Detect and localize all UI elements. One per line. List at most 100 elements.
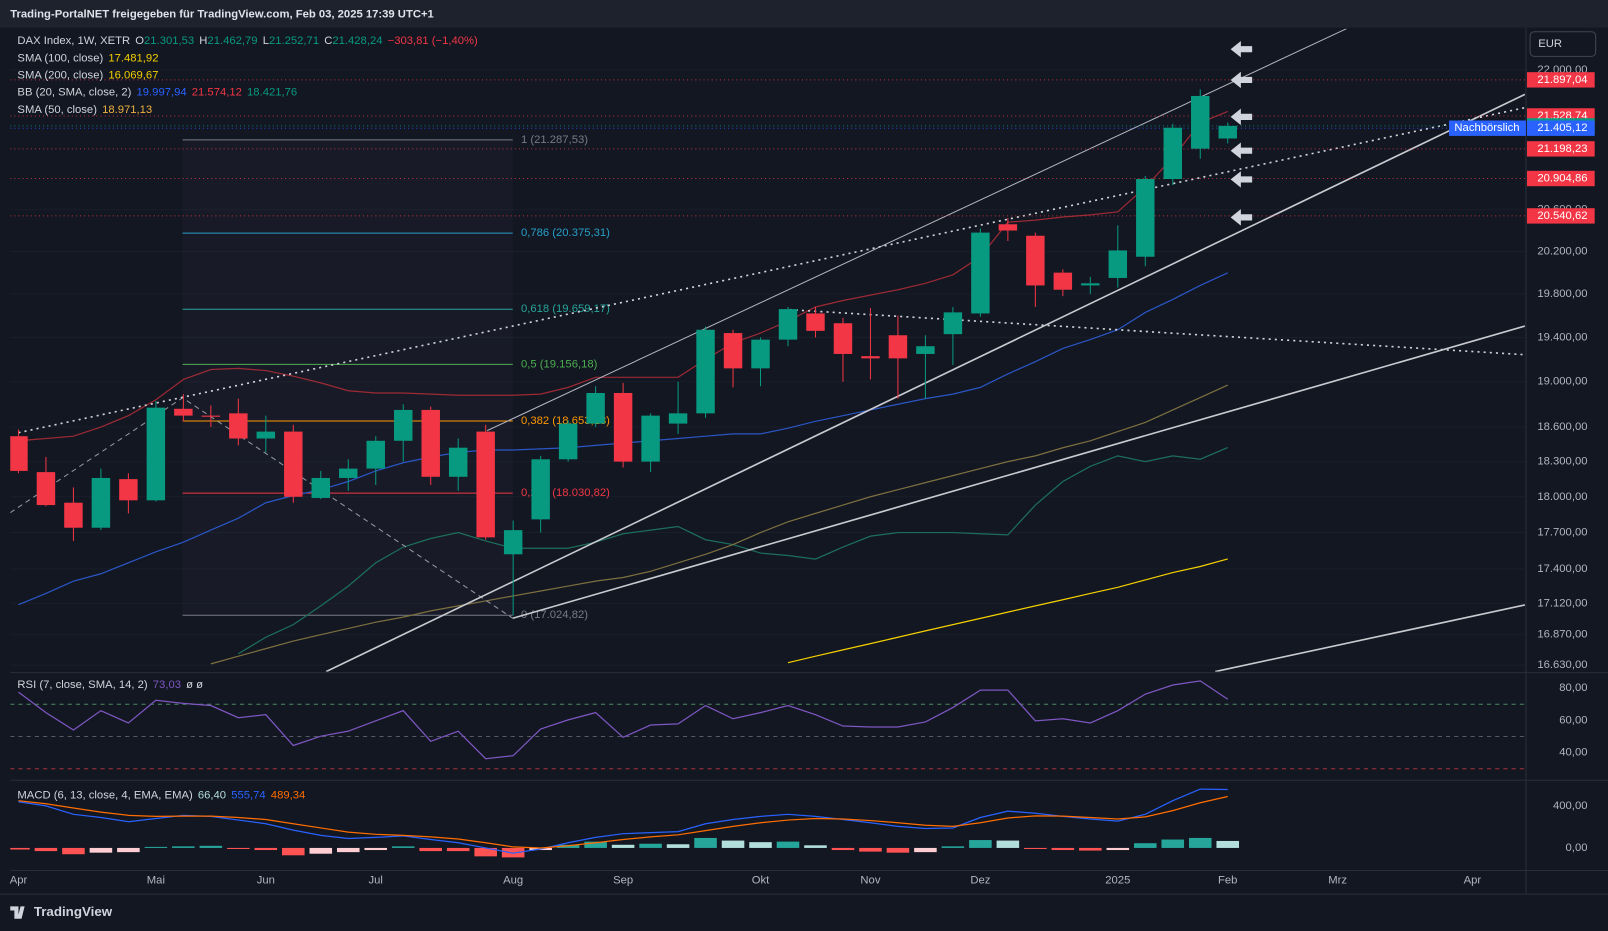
macd-histogram-bar (1188, 837, 1212, 848)
currency[interactable]: EUR (1538, 38, 1562, 50)
candle-body (146, 407, 166, 501)
macd-tick-label: 400,00 (1553, 800, 1587, 812)
arrow (1230, 108, 1253, 126)
price-label: 21.405,12 (1537, 122, 1587, 134)
ohlc-value: 21.252,71 (269, 35, 319, 47)
fib-retracement: 1 (21.287,53) 0,786 (20.375,31) 0,618 (19.… (182, 134, 610, 621)
x-tick-label: Jun (257, 875, 275, 887)
candle-body (284, 431, 303, 497)
trend-line (512, 325, 1525, 620)
macd-histogram-bar (391, 846, 415, 848)
price-label-box (1526, 120, 1595, 136)
fib-label: 0,5 (19.156,18) (521, 358, 598, 370)
price-label: 20.904,86 (1537, 172, 1587, 184)
header: Trading-PortalNET freigegeben für Tradin… (10, 8, 434, 20)
candle-body (1136, 179, 1155, 257)
macd-line (18, 788, 1228, 854)
currency-box[interactable] (1529, 31, 1597, 57)
candle-body (586, 392, 605, 424)
macd-histogram-bar (1106, 847, 1130, 851)
y-tick-label: 18.000,00 (1537, 491, 1587, 503)
fib-label: 0,618 (19.659,17) (521, 303, 610, 315)
macd-histogram-bar (914, 847, 937, 853)
legend-main: DAX Index, 1W, XETR O21.301,53 H21.462,79 L… (17, 35, 478, 47)
macd-histogram-bar (969, 840, 992, 848)
arrow (1230, 142, 1253, 159)
candle-body (888, 335, 908, 359)
legend-row: SMA (200, close) 16.069,67 (17, 70, 158, 82)
candle-body (1081, 283, 1100, 286)
candle-body (1191, 95, 1210, 149)
y-tick-label: 18.600,00 (1537, 421, 1587, 433)
signal-value: 489,34 (271, 790, 305, 802)
candle-body (339, 468, 358, 478)
fib-label: 0,382 (18.653,18) (521, 415, 610, 427)
macd-histogram-bar (584, 841, 607, 848)
fib-label: 0,236 (18.030,82) (521, 487, 610, 499)
macd-histogram-bar (1161, 839, 1185, 848)
rsi-legend: RSI (7, close, SMA, 14, 2) 73,03 ø ø (17, 679, 203, 691)
fib-zone (182, 139, 513, 616)
fib-label: 0 (17.024,82) (521, 609, 588, 621)
x-tick-label: Sep (613, 875, 633, 887)
candle-body (751, 339, 770, 369)
price-label-box (1526, 208, 1595, 224)
macd-histogram-bar (254, 847, 278, 851)
candle-body (1163, 127, 1183, 180)
ohlc-key: L (263, 35, 269, 47)
macd-histogram-bar (117, 847, 140, 853)
arrow (1230, 71, 1253, 89)
legend: DAX Index, 1W, XETR O21.301,53 H21.462,79 L… (17, 35, 478, 47)
arrow (1230, 209, 1253, 226)
candle-body (174, 408, 193, 416)
macd-histogram-bar (199, 845, 223, 848)
legend-row: SMA (50, close) 18.971,13 (17, 104, 152, 116)
macd-histogram-bar (694, 837, 717, 848)
macd-histogram-bar (227, 847, 250, 849)
candle-body (1108, 250, 1128, 278)
candle-body (696, 329, 715, 414)
candle-body (613, 392, 633, 462)
rsi-tick-label: 80,00 (1559, 682, 1587, 694)
candle-body (998, 224, 1018, 231)
symbol: DAX Index, 1W, XETR (17, 35, 130, 47)
macd-histogram-bar (336, 847, 360, 853)
legend-row: SMA (100, close) 17.481,92 (17, 52, 158, 64)
price-label: 20.540,62 (1537, 210, 1587, 222)
macd-histogram-bar (89, 847, 113, 853)
footer: TradingView (34, 904, 113, 919)
macd-histogram-bar (1024, 847, 1047, 849)
macd-histogram-bar (62, 847, 85, 855)
y-tick-label: 17.120,00 (1537, 597, 1587, 609)
channel-line (486, 28, 1347, 432)
arrow (1230, 171, 1253, 188)
ohlc-value: 21.462,79 (207, 35, 257, 47)
y-tick-label: 18.300,00 (1537, 456, 1587, 468)
macd-title: MACD (6, 13, close, 4, EMA, EMA) (17, 790, 193, 802)
rsi-tick-label: 60,00 (1559, 714, 1587, 726)
candle-body (778, 309, 798, 340)
x-tick-label: Apr (1464, 875, 1482, 887)
macd-histogram-bar (419, 847, 442, 852)
candle-body (558, 423, 578, 460)
rsi-pane (10, 680, 1525, 770)
price-label: 21.897,04 (1537, 74, 1587, 86)
indicator-value: 18.421,76 (247, 87, 297, 99)
rsi-title: RSI (7, close, SMA, 14, 2) (17, 679, 147, 691)
macd-histogram-bar (1216, 840, 1240, 848)
candle-body (1026, 235, 1045, 286)
macd-pane (10, 788, 1240, 858)
arrow (1230, 41, 1253, 58)
macd-value: 555,74 (231, 790, 265, 802)
currency-button[interactable]: EUR (1529, 31, 1597, 57)
candle-body (394, 409, 413, 441)
macd-histogram-bar (776, 841, 800, 848)
x-tick-label: Feb (1218, 875, 1237, 887)
x-tick-label: Apr (10, 875, 28, 887)
macd-histogram-bar (309, 847, 333, 854)
macd-histogram-bar (639, 843, 662, 848)
candles (10, 89, 1237, 616)
macd-histogram-bar (886, 847, 910, 853)
